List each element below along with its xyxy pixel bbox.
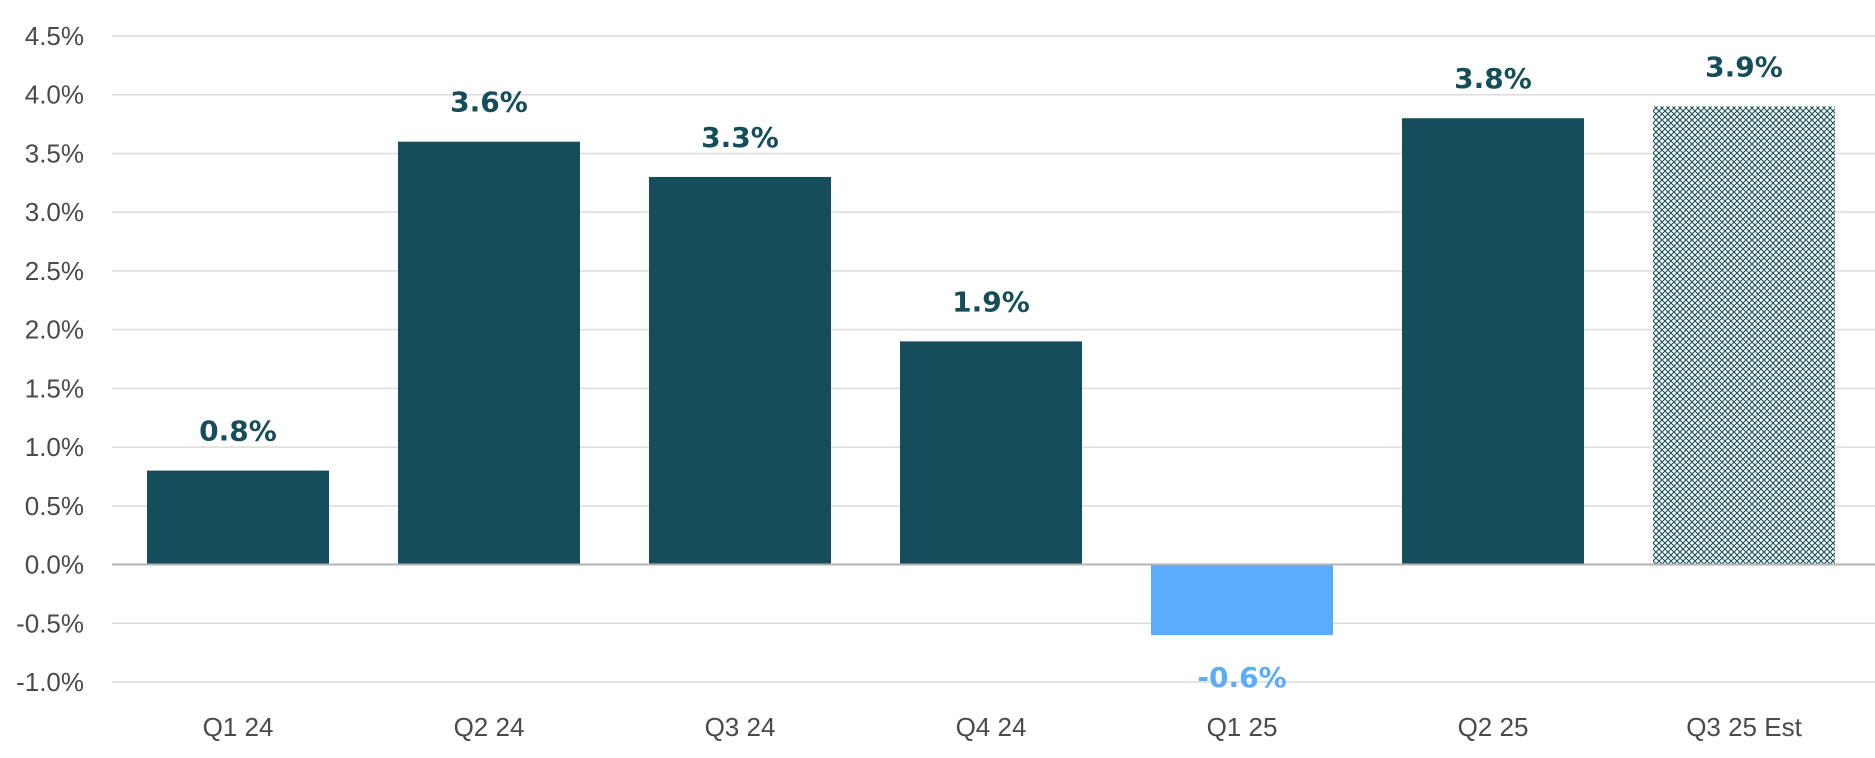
- x-tick-label: Q1 25: [1207, 712, 1278, 742]
- y-tick-label: -1.0%: [16, 667, 84, 697]
- data-label: 3.6%: [450, 86, 528, 119]
- x-tick-label: Q2 25: [1458, 712, 1529, 742]
- bar: [900, 341, 1082, 565]
- data-label: 3.8%: [1454, 62, 1532, 95]
- data-label: -0.6%: [1197, 661, 1286, 694]
- bar: [1402, 118, 1584, 565]
- data-label: 0.8%: [199, 415, 277, 448]
- x-tick-label: Q2 24: [454, 712, 525, 742]
- x-axis-tick-labels: Q1 24 Q2 24 Q3 24 Q4 24 Q1 25 Q2 25 Q3 25 Est: [203, 712, 1803, 742]
- y-tick-label: 4.0%: [25, 80, 84, 110]
- x-tick-label: Q3 24: [705, 712, 776, 742]
- data-labels: 0.8% 3.6% 3.3% 1.9% -0.6% 3.8% 3.9%: [199, 50, 1783, 694]
- data-label: 1.9%: [952, 285, 1030, 318]
- bar: [1151, 564, 1333, 636]
- x-tick-label: Q1 24: [203, 712, 274, 742]
- bars: [147, 106, 1835, 636]
- y-tick-label: 0.0%: [25, 550, 84, 580]
- y-axis-tick-labels: 4.5% 4.0% 3.5% 3.0% 2.5% 2.0% 1.5% 1.0% 0.5% 0.0%…: [16, 21, 84, 697]
- y-tick-label: 1.5%: [25, 373, 84, 403]
- bar: [649, 176, 831, 565]
- bar: [147, 470, 329, 565]
- bar-estimate: [1653, 106, 1835, 565]
- y-tick-label: 1.0%: [25, 432, 84, 462]
- y-tick-label: 4.5%: [25, 21, 84, 51]
- y-tick-label: 3.5%: [25, 138, 84, 168]
- bar: [398, 141, 580, 565]
- x-tick-label: Q4 24: [956, 712, 1027, 742]
- data-label: 3.9%: [1705, 50, 1783, 83]
- data-label: 3.3%: [701, 121, 779, 154]
- y-tick-label: 0.5%: [25, 491, 84, 521]
- y-tick-label: 2.5%: [25, 256, 84, 286]
- y-tick-label: -0.5%: [16, 608, 84, 638]
- y-tick-label: 2.0%: [25, 315, 84, 345]
- x-tick-label: Q3 25 Est: [1686, 712, 1802, 742]
- y-tick-label: 3.0%: [25, 197, 84, 227]
